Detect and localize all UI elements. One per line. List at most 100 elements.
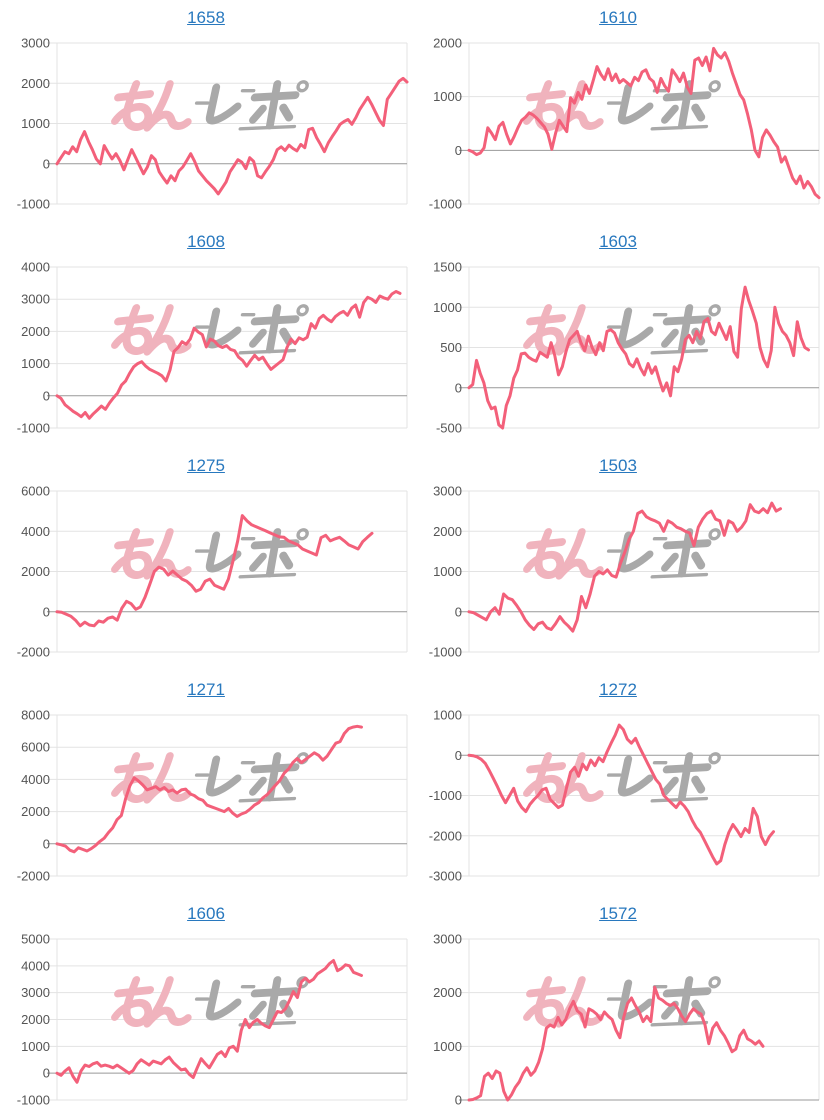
chart-cell: 1603 1500 1000 500 0 -500 — [412, 224, 824, 448]
y-tick-label: 4000 — [21, 958, 50, 973]
chart-title-link[interactable]: 1610 — [599, 8, 637, 27]
line-chart: 6000 4000 2000 0 -2000 — [17, 484, 408, 660]
watermark-logo — [523, 528, 721, 580]
y-tick-label: 4000 — [21, 260, 50, 275]
y-tick-label: 6000 — [21, 740, 50, 755]
watermark-logo — [111, 976, 309, 1028]
y-tick-label: 2000 — [21, 804, 50, 819]
chart-cell: 1275 6000 4000 2000 0 -2000 — [0, 448, 412, 672]
line-chart: 8000 6000 4000 2000 0 -2000 — [17, 708, 408, 884]
y-tick-label: 4000 — [21, 772, 50, 787]
y-tick-label: 1000 — [433, 708, 462, 723]
y-tick-label: 3000 — [433, 484, 462, 499]
data-series-line — [467, 501, 782, 633]
y-tick-label: 1000 — [21, 356, 50, 371]
y-tick-label: 4000 — [21, 524, 50, 539]
watermark-logo — [111, 528, 309, 580]
chart-title-link[interactable]: 1608 — [187, 232, 225, 251]
y-tick-label: 1000 — [21, 116, 50, 131]
y-tick-label: 0 — [455, 143, 462, 158]
y-tick-label: 3000 — [21, 985, 50, 1000]
chart-cell: 1608 4000 3000 2000 1000 0 -1000 — [0, 224, 412, 448]
data-series-line — [467, 723, 775, 866]
chart-title-link[interactable]: 1603 — [599, 232, 637, 251]
y-tick-label: -1000 — [17, 421, 50, 436]
y-tick-label: -500 — [436, 421, 462, 436]
y-tick-label: 2000 — [21, 1012, 50, 1027]
y-tick-label: -2000 — [17, 869, 50, 884]
data-series-line — [467, 285, 810, 430]
line-chart: 3000 2000 1000 0 -1000 — [17, 36, 409, 212]
chart-cell: 1606 5000 4000 3000 2000 1000 0 -1000 — [0, 896, 412, 1120]
data-series-line — [467, 46, 821, 200]
y-tick-label: -2000 — [17, 645, 50, 660]
data-series-line — [467, 985, 765, 1102]
line-chart: 2000 1000 0 -1000 — [429, 36, 821, 212]
y-tick-label: 6000 — [21, 484, 50, 499]
y-tick-label: -1000 — [429, 788, 462, 803]
y-tick-label: -3000 — [429, 869, 462, 884]
y-tick-label: 1000 — [433, 564, 462, 579]
chart-title-link[interactable]: 1503 — [599, 456, 637, 475]
data-series-line — [55, 724, 363, 854]
chart-title-link[interactable]: 1572 — [599, 904, 637, 923]
chart-cell: 1572 3000 2000 1000 0 — [412, 896, 824, 1120]
y-tick-label: 1000 — [21, 1039, 50, 1054]
y-tick-label: 0 — [43, 388, 50, 403]
y-tick-label: 1000 — [433, 89, 462, 104]
chart-cell: 1503 3000 2000 1000 0 -1000 — [412, 448, 824, 672]
line-chart: 5000 4000 3000 2000 1000 0 -1000 — [17, 932, 408, 1108]
y-tick-label: 1000 — [433, 1039, 462, 1054]
chart-title-link[interactable]: 1606 — [187, 904, 225, 923]
watermark-logo — [111, 304, 309, 356]
y-tick-label: 0 — [455, 604, 462, 619]
y-tick-label: 0 — [455, 1093, 462, 1108]
y-tick-label: 3000 — [433, 932, 462, 947]
data-series-line — [55, 514, 374, 628]
watermark-logo — [523, 752, 721, 804]
y-tick-label: -1000 — [17, 197, 50, 212]
y-tick-label: 2000 — [21, 564, 50, 579]
y-tick-label: 0 — [455, 748, 462, 763]
data-series-line — [55, 76, 409, 196]
line-chart: 1500 1000 500 0 -500 — [433, 260, 820, 436]
chart-cell: 1271 8000 6000 4000 2000 0 -2000 — [0, 672, 412, 896]
y-tick-label: 500 — [440, 340, 462, 355]
y-tick-label: -1000 — [429, 645, 462, 660]
chart-cell: 1658 3000 2000 1000 0 -1000 — [0, 0, 412, 224]
line-chart: 3000 2000 1000 0 -1000 — [429, 484, 820, 660]
y-tick-label: -1000 — [429, 197, 462, 212]
y-tick-label: 2000 — [21, 76, 50, 91]
y-tick-label: 2000 — [433, 524, 462, 539]
chart-cell: 1272 1000 0 -1000 -2000 -3000 — [412, 672, 824, 896]
y-tick-label: 2000 — [433, 36, 462, 51]
line-chart: 4000 3000 2000 1000 0 -1000 — [17, 260, 408, 436]
y-tick-label: 2000 — [21, 324, 50, 339]
chart-title-link[interactable]: 1272 — [599, 680, 637, 699]
watermark-logo — [111, 752, 309, 804]
chart-cell: 1610 2000 1000 0 -1000 — [412, 0, 824, 224]
y-tick-label: 2000 — [433, 985, 462, 1000]
y-tick-label: 0 — [455, 380, 462, 395]
chart-title-link[interactable]: 1271 — [187, 680, 225, 699]
y-tick-label: 3000 — [21, 292, 50, 307]
y-tick-label: 1500 — [433, 260, 462, 275]
y-tick-label: 1000 — [433, 300, 462, 315]
chart-title-link[interactable]: 1275 — [187, 456, 225, 475]
y-tick-label: 0 — [43, 1066, 50, 1081]
watermark-logo — [111, 80, 309, 132]
chart-title-link[interactable]: 1658 — [187, 8, 225, 27]
y-tick-label: 8000 — [21, 708, 50, 723]
y-tick-label: -2000 — [429, 828, 462, 843]
y-tick-label: 3000 — [21, 36, 50, 51]
data-series-line — [55, 290, 402, 420]
y-tick-label: 5000 — [21, 932, 50, 947]
y-tick-label: 0 — [43, 156, 50, 171]
line-chart: 1000 0 -1000 -2000 -3000 — [429, 708, 820, 884]
data-series-line — [55, 959, 363, 1084]
y-tick-label: -1000 — [17, 1093, 50, 1108]
y-tick-label: 0 — [43, 836, 50, 851]
line-chart: 3000 2000 1000 0 — [433, 932, 820, 1108]
watermark-logo — [523, 304, 721, 356]
